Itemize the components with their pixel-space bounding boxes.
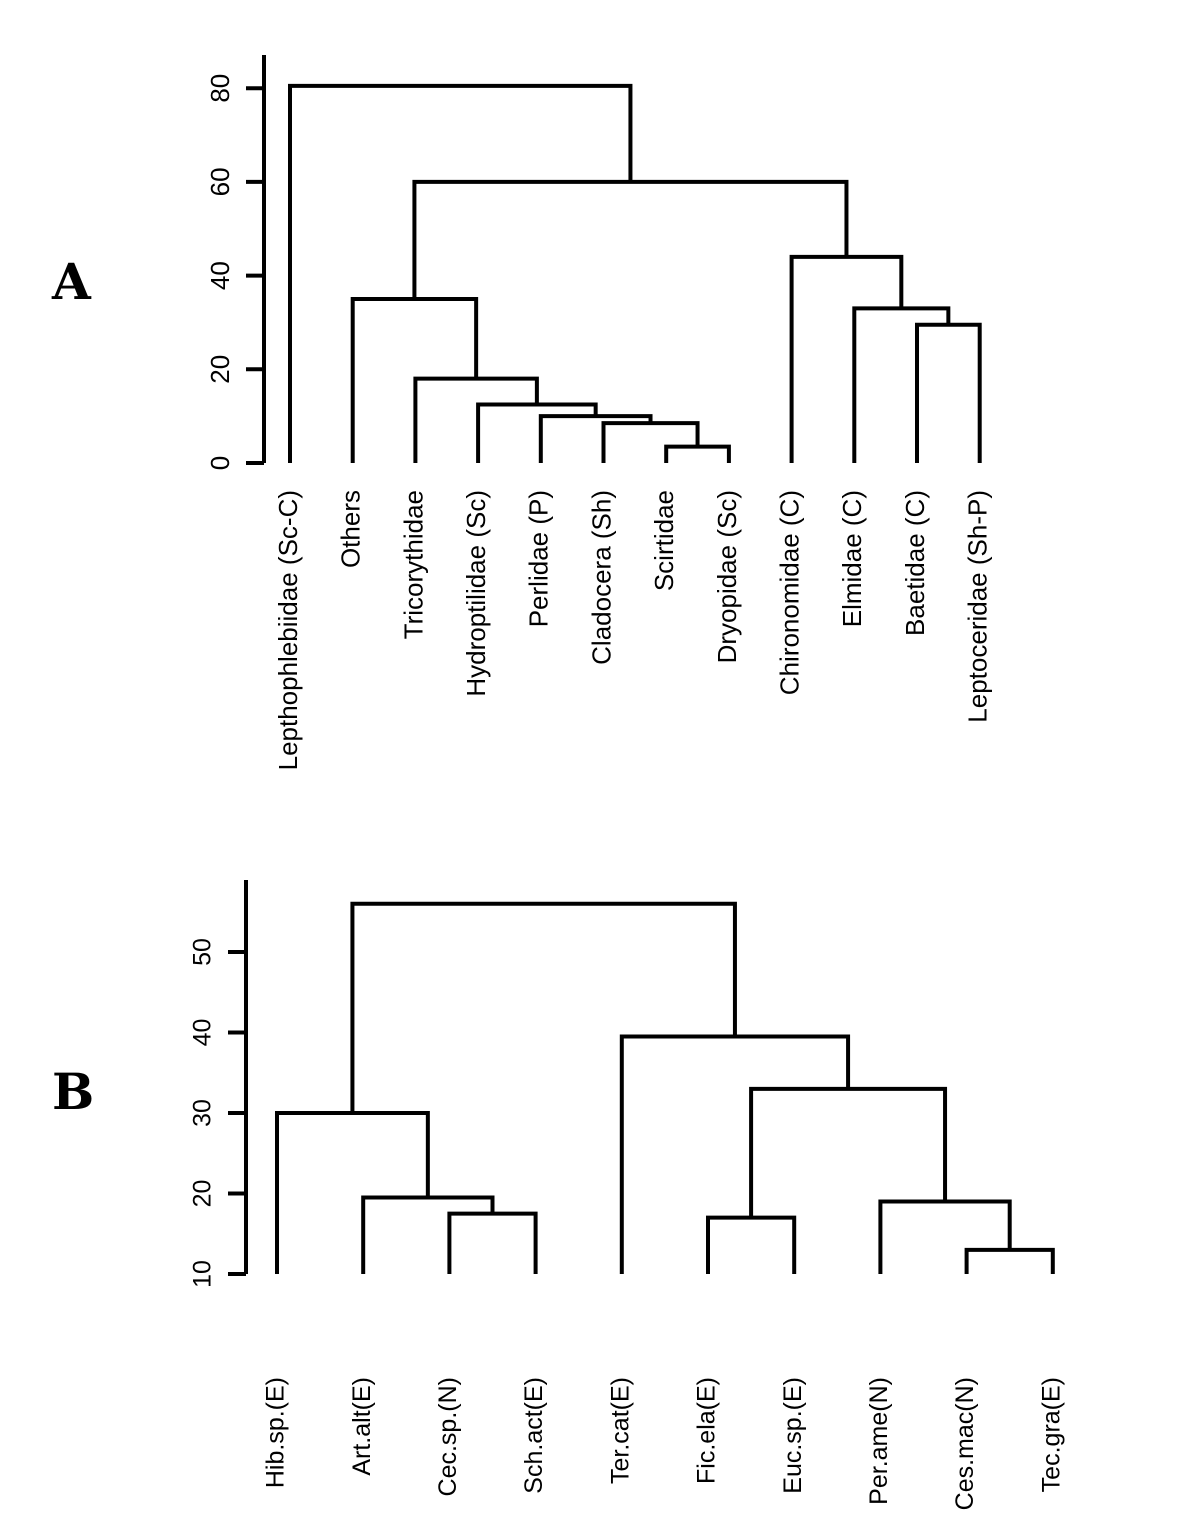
leaf-label: Chironomidae (C) <box>774 490 804 695</box>
y-tick-label: 40 <box>205 261 235 290</box>
y-tick-label: 0 <box>205 456 235 470</box>
leaf-label: Fic.ela(E) <box>693 1377 721 1484</box>
leaf-label: Others <box>336 490 366 568</box>
leaf-label: Tec.gra(E) <box>1037 1377 1065 1492</box>
leaf-label: Tricorythidae <box>398 490 428 639</box>
dendrogram-link <box>878 1199 1012 1274</box>
y-tick-label: 40 <box>189 1019 217 1047</box>
leaf-label: Lepthophlebiidae (Sc-C) <box>273 490 303 770</box>
dendrogram-link <box>964 1247 1055 1274</box>
dendrogram-link <box>706 1215 797 1274</box>
dendrogram-link <box>915 322 982 463</box>
leaf-label: Sch.act(E) <box>520 1377 548 1494</box>
leaf-label: Scirtidae <box>649 490 679 591</box>
y-tick-label: 60 <box>205 167 235 196</box>
leaf-label: Ces.mac(N) <box>951 1377 979 1510</box>
dendrogram-link <box>350 901 737 1113</box>
leaf-label: Ter.cat(E) <box>606 1377 634 1484</box>
leaf-label: Perlidae (P) <box>524 490 554 627</box>
leaf-label: Cec.sp.(N) <box>434 1377 462 1496</box>
leaf-label: Euc.sp.(E) <box>779 1377 807 1494</box>
y-tick-label: 50 <box>189 938 217 966</box>
leaf-label: Elmidae (C) <box>837 490 867 627</box>
leaf-label: Dryopidae (Sc) <box>712 490 742 663</box>
y-tick-label: 20 <box>189 1180 217 1208</box>
y-tick-label: 30 <box>189 1099 217 1127</box>
dendrogram-link <box>275 1111 430 1274</box>
panel-label-a: A <box>52 252 91 311</box>
dendrogram-link <box>619 1034 851 1274</box>
dendrogram-link <box>749 1086 948 1218</box>
leaf-label: Per.ame(N) <box>865 1377 893 1505</box>
dendrogram-link <box>361 1195 495 1274</box>
leaf-label: Leptoceridae (Sh-P) <box>963 490 993 723</box>
leaf-label: Cladocera (Sh) <box>586 490 616 665</box>
dendrogram-link <box>288 83 633 463</box>
leaf-label: Art.alt(E) <box>348 1377 376 1476</box>
dendrogram-link <box>664 444 731 463</box>
y-tick-label: 10 <box>189 1260 217 1288</box>
leaf-label: Baetidae (C) <box>900 490 930 636</box>
y-tick-label: 20 <box>205 355 235 384</box>
leaf-label: Hydroptilidae (Sc) <box>461 490 491 697</box>
y-tick-label: 80 <box>205 74 235 103</box>
panel-label-b: B <box>52 1062 95 1121</box>
dendrogram-link <box>476 402 598 463</box>
leaf-label: Hib.sp.(E) <box>262 1377 290 1488</box>
dendrogram-link <box>447 1211 538 1274</box>
